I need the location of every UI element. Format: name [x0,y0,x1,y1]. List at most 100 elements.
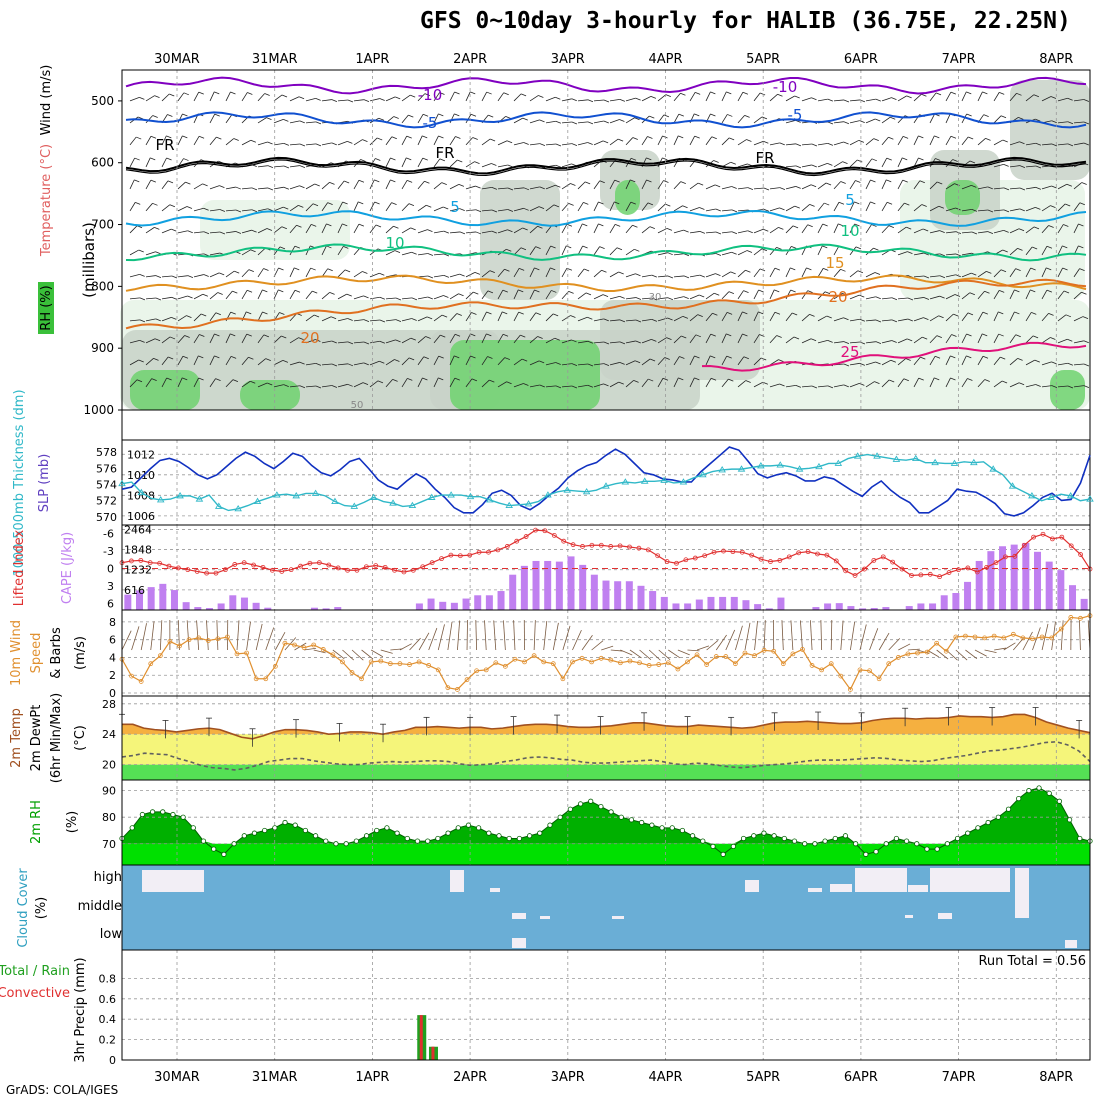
wind-barb [401,251,412,256]
rh-marker [954,835,961,842]
wind-barb [897,358,906,366]
wind-barb-flag [232,290,238,294]
rh-marker [516,835,522,842]
wind-barb-flag [663,180,669,183]
wind-barb [289,337,299,344]
wind-barb-flag [454,377,460,381]
cape-tick: 1848 [124,544,152,557]
wind-barb [961,378,968,388]
bottom-date-label: 6APR [844,1070,878,1085]
wind-barb-flag [183,158,189,161]
wind-marker [934,640,940,646]
wind-barb [936,649,949,660]
wind-barb [241,229,252,234]
wind-barb [161,377,167,388]
wind-barb-flag [233,138,239,141]
wind-barb [545,120,556,124]
cape-bar [964,581,972,610]
thickness-marker [350,502,359,509]
wind-barb [193,293,204,300]
wind-barb [225,209,236,212]
wind-barb [449,208,460,212]
wind-barb [1025,335,1034,344]
cape-bar [625,581,633,610]
wind-barb-flag [507,164,513,168]
wind-barb [888,638,901,651]
cape-bar [660,596,668,610]
li-marker [401,569,407,575]
cloud-patch [830,884,852,892]
wind-barb [193,355,199,366]
li-marker [608,544,614,549]
wind-barb-flag [182,355,189,359]
li-marker [749,552,755,558]
wind-barb [321,316,332,322]
wind-barb [561,163,572,168]
wind-barb-flag [619,295,625,299]
wind-barb-flag [555,184,561,188]
wind-barb-flag [523,207,529,211]
wind-barb-flag [859,318,866,322]
wind-barb-flag [842,161,848,165]
li-marker [711,549,717,555]
thickness-marker [118,479,126,487]
wind-barb-flag [859,382,865,386]
wind-barb [417,180,425,190]
isotherm-label: FR [435,144,454,162]
wind-barb [1009,187,1020,190]
wind-barb-flag [875,319,882,323]
wind-barb [801,224,809,234]
wind-barb [993,311,999,322]
wind-barb [817,385,828,388]
wind-barb-flag [603,318,609,322]
wind-barb [465,185,476,190]
isotherm-label: -5 [423,114,438,132]
wind-barb-flag [486,91,492,95]
wind-barb [961,113,967,124]
top-date-label: 7APR [942,52,976,67]
wind-barb-flag [1051,185,1057,189]
wind-barb-flag [955,253,962,257]
wind-barb [961,272,972,278]
wind-barb [705,292,715,300]
wind-barb-flag [730,161,736,165]
thickness-marker [389,499,397,506]
wind-barb [1073,142,1084,146]
wind-barb [1025,142,1036,146]
wind-barb [689,182,699,190]
cape-bar [509,574,517,610]
li-marker [1040,531,1046,537]
wind-marker [694,652,700,658]
wind-barb [449,377,456,388]
wind-barb-flag [294,267,300,271]
wind-barb [817,223,824,234]
rh-shading [1050,370,1085,410]
li-marker [1050,536,1055,542]
rh-marker [1056,798,1063,804]
li-marker [335,565,341,571]
wind-marker [953,634,959,640]
wind-barb [353,319,364,322]
wind-barb-flag [538,360,545,364]
wind-barb [337,246,344,256]
wind-barb-flag [534,289,540,293]
wind-marker [886,661,892,667]
precip-frame [121,949,1091,1061]
wind-barb-flag [1083,385,1090,389]
wind-barb-flag [1046,267,1052,271]
wind-barb [129,157,136,168]
rh-marker [812,841,818,847]
wind-barb-flag [139,274,145,277]
wind-barb [1025,226,1035,234]
wind-barb-flag [422,135,428,139]
wind-barb-flag [203,207,209,211]
wind-barb-flag [1050,337,1056,340]
wind-barb-flag [938,205,945,209]
wind-barb [177,335,185,344]
wind-barb [561,268,568,278]
wind-barb [433,135,439,146]
rh-marker [628,817,635,823]
wind-marker [196,635,202,641]
wind-barb-flag [550,267,556,271]
isotherm-line [125,243,1087,262]
